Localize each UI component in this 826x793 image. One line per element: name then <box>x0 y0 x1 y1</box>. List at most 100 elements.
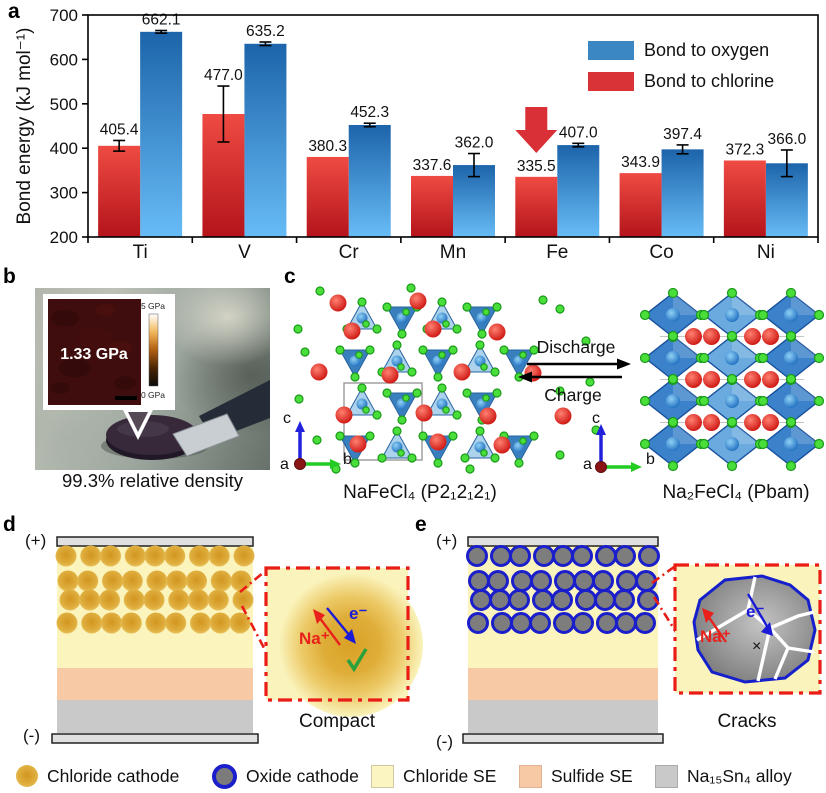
chart-error-bars <box>113 29 793 178</box>
alloy-layer <box>468 700 658 733</box>
sulfide-se-layer <box>468 668 658 700</box>
electron-arrow-icon <box>761 622 773 636</box>
discharge-label: Discharge <box>536 337 616 357</box>
svg-text:Bond to chlorine: Bond to chlorine <box>644 71 774 91</box>
legend-label: Na₁₅Sn₄ alloy <box>687 765 792 786</box>
axis-indicator <box>595 424 642 473</box>
negative-electrode-label: (-) <box>23 726 40 745</box>
svg-text:366.0: 366.0 <box>767 131 806 148</box>
compact-inset <box>264 566 423 717</box>
svg-text:Bond energy (kJ mol⁻¹): Bond energy (kJ mol⁻¹) <box>14 28 35 225</box>
legend-label: Chloride cathode <box>47 765 180 786</box>
check-icon <box>346 648 368 673</box>
panel-a-label: a <box>8 0 20 23</box>
axis-indicator <box>294 421 341 470</box>
na-arrow-icon <box>313 609 325 624</box>
svg-text:600: 600 <box>50 50 78 69</box>
svg-text:700: 700 <box>50 6 78 25</box>
svg-text:407.0: 407.0 <box>559 124 598 141</box>
scale-bar <box>115 396 137 400</box>
axis-c-label: c <box>592 410 600 427</box>
cell-stack-schematics <box>51 536 822 744</box>
current-collector <box>462 733 664 744</box>
axis-b-label: b <box>343 451 352 468</box>
pellet-photo-overlay: 1.33 GPa 5 GPa 0 GPa <box>43 294 270 460</box>
electron-label: e⁻ <box>349 604 368 623</box>
cracks-inset <box>673 563 822 695</box>
x-mark: × <box>752 638 762 655</box>
negative-electrode-label: (-) <box>436 732 453 751</box>
legend-sulfide-se: Sulfide SE <box>519 763 633 789</box>
modulus-map <box>48 299 141 405</box>
svg-text:372.3: 372.3 <box>725 141 764 158</box>
electron-label: e⁻ <box>746 602 765 621</box>
svg-text:452.3: 452.3 <box>350 104 389 121</box>
svg-text:397.4: 397.4 <box>663 126 702 143</box>
svg-text:662.1: 662.1 <box>142 11 181 28</box>
color-scale <box>148 313 159 387</box>
alloy-layer <box>57 700 253 733</box>
svg-text:362.0: 362.0 <box>455 135 494 152</box>
svg-text:200: 200 <box>50 228 78 247</box>
current-collector <box>467 536 659 547</box>
pellet-photo: 1.33 GPa 5 GPa 0 GPa <box>35 288 270 470</box>
legend-label: Sulfide SE <box>551 765 633 786</box>
chloride-cell-stack <box>51 536 259 744</box>
panel-e-label: e <box>415 513 427 536</box>
legend-label: Oxide cathode <box>246 765 359 786</box>
positive-electrode-label: (+) <box>436 531 458 550</box>
oxide-cathode-swatch <box>212 763 237 789</box>
charge-label: Charge <box>544 385 602 405</box>
axis-a-label: a <box>280 456 289 473</box>
nafecl4-structure <box>293 283 601 474</box>
electron-arrow-icon <box>344 629 356 644</box>
chart-legend: Bond to oxygen Bond to chlorine <box>588 40 774 91</box>
svg-text:Co: Co <box>649 242 673 262</box>
svg-text:Ti: Ti <box>133 242 148 262</box>
axis-c-label: c <box>283 410 291 427</box>
tweezers-tip <box>172 413 240 457</box>
current-collector <box>56 536 254 547</box>
svg-text:337.6: 337.6 <box>413 157 452 174</box>
svg-text:V: V <box>238 242 251 262</box>
svg-text:635.2: 635.2 <box>246 23 285 40</box>
discharge-charge-arrows <box>518 358 631 383</box>
legend-chloride-cathode: Chloride cathode <box>16 763 179 789</box>
svg-text:477.0: 477.0 <box>204 67 243 84</box>
highlight-arrow-icon <box>515 107 558 153</box>
legend-label: Chloride SE <box>403 765 497 786</box>
legend-oxide-cathode: Oxide cathode <box>212 763 359 789</box>
axis-a-label: a <box>583 456 592 473</box>
current-collector <box>51 733 259 744</box>
svg-text:500: 500 <box>50 95 78 114</box>
svg-text:Cr: Cr <box>339 242 360 262</box>
sulfide-se-layer <box>57 668 253 700</box>
cracks-caption: Cracks <box>717 711 777 732</box>
oxide-cell-stack <box>462 536 664 744</box>
na-ion-label: Na⁺ <box>700 627 731 646</box>
na-ion-label: Na⁺ <box>299 629 330 648</box>
svg-text:Bond to oxygen: Bond to oxygen <box>644 40 769 60</box>
chloride-cathode-swatch <box>16 765 38 787</box>
panel-c-label: c <box>284 265 296 288</box>
compact-particle <box>279 573 423 717</box>
svg-text:Ni: Ni <box>757 242 775 262</box>
sulfide-se-swatch <box>519 764 542 788</box>
chart-frame: 200 300 400 500 600 700 Ti V Cr Mn Fe Co Ni Bond ener… <box>14 6 819 262</box>
crystal-structures <box>293 283 825 474</box>
svg-text:405.4: 405.4 <box>100 121 139 138</box>
svg-text:335.5: 335.5 <box>517 158 556 175</box>
legend-chloride-se: Chloride SE <box>371 763 496 789</box>
nafecl4-caption: NaFeCl₄ (P2₁2₁2₁) <box>343 482 497 503</box>
svg-text:400: 400 <box>50 139 78 158</box>
legend-na15sn4-alloy: Na₁₅Sn₄ alloy <box>655 763 792 789</box>
relative-density-caption: 99.3% relative density <box>62 470 243 491</box>
positive-electrode-label: (+) <box>25 531 47 550</box>
na2fecl4-caption: Na₂FeCl₄ (Pbam) <box>662 482 810 503</box>
svg-text:Mn: Mn <box>440 242 466 262</box>
axis-b-label: b <box>646 451 655 468</box>
svg-text:380.3: 380.3 <box>308 138 347 155</box>
modulus-value: 1.33 GPa <box>60 346 128 363</box>
